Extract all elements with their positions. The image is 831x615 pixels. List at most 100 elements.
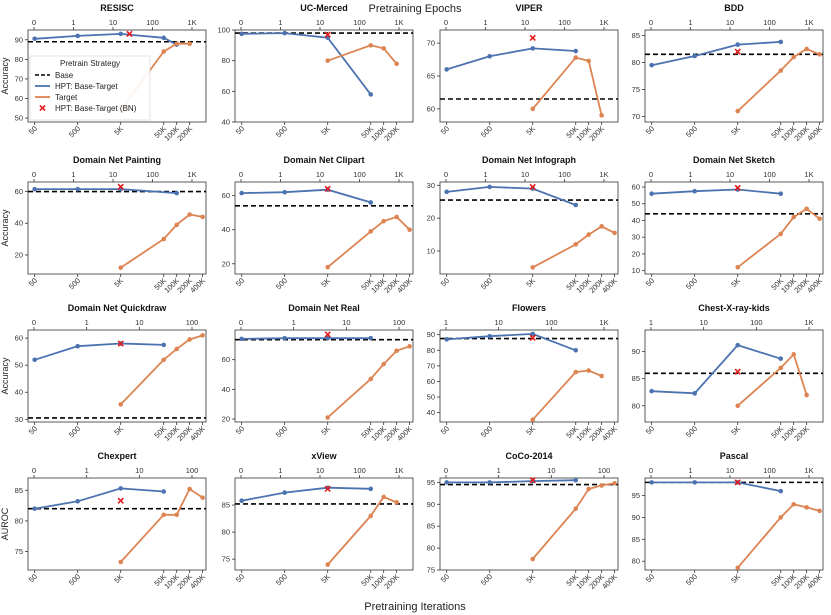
hpt-series-line	[241, 337, 371, 340]
bn-marker	[324, 31, 331, 38]
top-tick-label: 1	[71, 170, 75, 179]
y-tick-label: 50	[15, 114, 23, 123]
y-tick-label: 20	[632, 249, 640, 258]
hpt-point	[649, 388, 654, 394]
y-tick-label: 40	[222, 225, 230, 234]
y-tick-label: 30	[15, 415, 23, 424]
plot-frame	[234, 29, 414, 123]
target-point	[325, 562, 331, 567]
hpt-point	[530, 331, 536, 337]
top-tick-label: 0	[32, 18, 36, 27]
y-tick-label: 75	[15, 547, 23, 556]
target-series-line	[737, 207, 821, 269]
top-tick-label: 0	[32, 170, 36, 179]
hpt-point	[118, 486, 124, 491]
bn-marker	[126, 30, 133, 38]
target-point	[817, 216, 822, 222]
top-tick-label: 100	[750, 318, 763, 327]
top-tick-label: 1K	[187, 170, 196, 179]
y-tick-label: 40	[427, 408, 435, 417]
top-tick-label: 1	[483, 170, 487, 179]
target-point	[530, 106, 536, 112]
top-tick-label: 1	[483, 18, 487, 27]
hpt-point	[649, 62, 654, 68]
panel-title: Domain Net Painting	[73, 155, 161, 165]
top-tick-label: 1	[278, 170, 282, 179]
x-tick-label: 500	[67, 124, 82, 139]
hpt-series-line	[651, 481, 781, 492]
y-tick-label: 90	[632, 513, 640, 522]
bn-marker	[117, 183, 124, 190]
y-tick-label: 20	[15, 250, 23, 259]
target-point	[325, 58, 331, 63]
target-point	[118, 559, 124, 565]
y-tick-label: 85	[632, 31, 640, 40]
x-tick-label: 5K	[524, 424, 537, 437]
x-tick-label: 500	[479, 276, 494, 291]
y-axis-label: Accuracy	[0, 357, 10, 395]
y-tick-label: 70	[427, 361, 435, 370]
target-point	[394, 214, 399, 220]
target-point	[586, 232, 591, 237]
top-tick-label: 100	[763, 466, 776, 475]
target-point	[368, 229, 374, 234]
y-tick-label: 80	[15, 516, 23, 525]
x-tick-label: 50	[27, 572, 39, 584]
bn-marker	[324, 331, 331, 338]
panel-title: UC-Merced	[300, 3, 348, 13]
hpt-point	[75, 33, 80, 39]
x-tick-label: 200K	[382, 124, 401, 143]
y-tick-label: 60	[632, 183, 640, 192]
target-point	[200, 333, 205, 338]
hpt-point	[368, 335, 374, 341]
hpt-point	[75, 343, 80, 349]
top-tick-label: 0	[32, 318, 36, 327]
hpt-point	[530, 46, 536, 51]
target-point	[586, 368, 591, 373]
top-tick-label: 1	[85, 318, 89, 327]
top-tick-label: 1	[85, 466, 89, 475]
top-tick-label: 100	[146, 170, 159, 179]
y-tick-label: 40	[15, 388, 23, 397]
y-tick-label: 85	[632, 374, 640, 383]
target-point	[174, 222, 179, 228]
top-tick-label: 100	[353, 466, 366, 475]
panel-title: Domain Net Sketch	[693, 155, 775, 165]
hpt-point	[118, 31, 124, 37]
plot-frame	[439, 329, 619, 423]
x-tick-label: 500	[274, 276, 289, 291]
target-point	[778, 515, 784, 520]
plot-frame	[27, 181, 207, 275]
top-tick-label: 100	[186, 466, 199, 475]
hpt-point	[325, 335, 331, 341]
x-tick-label: 400K	[805, 572, 824, 591]
panel-title: Pascal	[720, 451, 749, 461]
target-point	[200, 495, 205, 500]
hpt-point	[32, 357, 37, 363]
hpt-series-line	[446, 332, 577, 352]
target-point	[804, 392, 809, 398]
y-tick-label: 80	[427, 544, 435, 553]
hpt-series-line	[446, 479, 576, 484]
top-tick-label: 10	[342, 318, 350, 327]
y-tick-label: 60	[15, 334, 23, 343]
hpt-series-line	[34, 32, 178, 46]
legend-item-label: HPT: Base-Target	[55, 82, 118, 91]
x-tick-label: 500	[684, 572, 699, 587]
x-tick-label: 5K	[319, 276, 332, 289]
target-series-line	[532, 225, 616, 269]
y-axis-label: Accuracy	[0, 57, 10, 95]
hpt-series-line	[651, 344, 781, 395]
hpt-point	[573, 347, 579, 353]
x-tick-label: 5K	[112, 276, 125, 289]
hpt-point	[368, 92, 374, 97]
y-tick-label: 60	[427, 104, 435, 113]
x-tick-label: 500	[684, 424, 699, 439]
legend-item-label: HPT: Base-Target (BN)	[55, 104, 137, 113]
hpt-point	[487, 53, 492, 59]
panel-title: CoCo-2014	[505, 451, 552, 461]
panel-title: Flowers	[512, 303, 546, 313]
